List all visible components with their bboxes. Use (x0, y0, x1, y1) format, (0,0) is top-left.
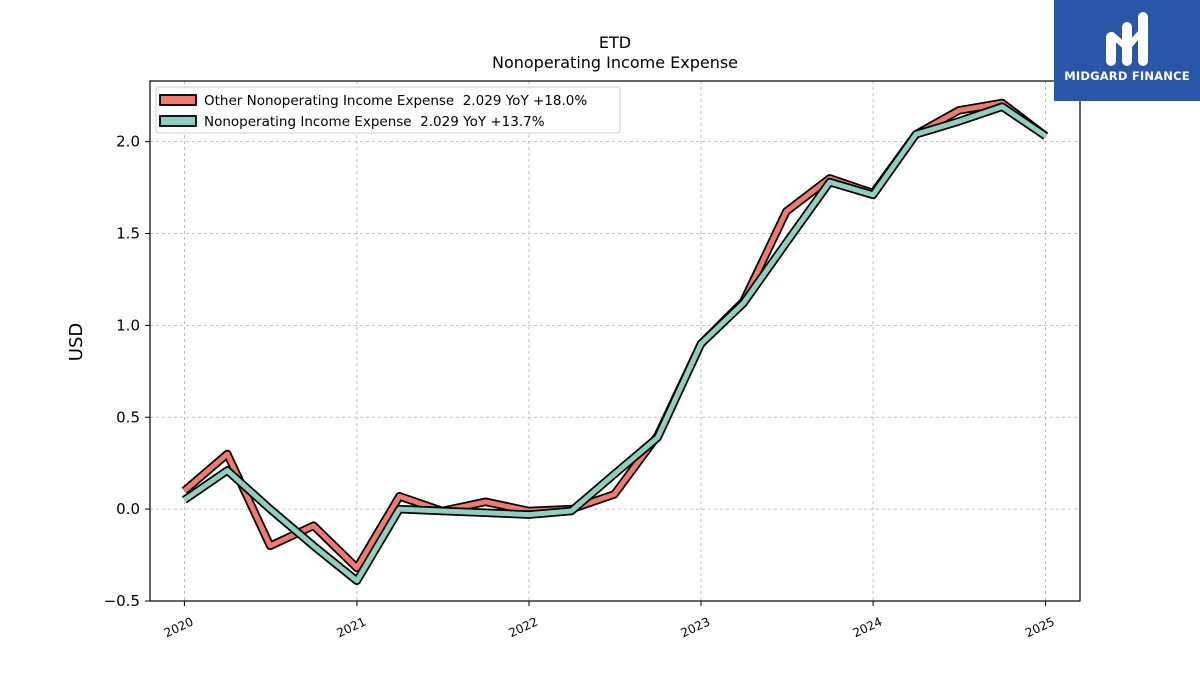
grid (150, 81, 1080, 602)
midgard-m-logo-icon (1106, 12, 1148, 66)
ticks: −0.5 0.0 0.5 1.0 1.5 2.0 2020 2021 2022 2023 2024 2… (104, 133, 1057, 641)
x-tick-label: 2021 (334, 615, 368, 641)
x-tick-label: 2024 (851, 615, 885, 641)
legend-label: Nonoperating Income Expense 2.029 YoY +1… (204, 114, 545, 130)
series-line-nonoperating-income-expense (182, 104, 1048, 584)
series-outline-nonoperating-income-expense (181, 102, 1048, 586)
x-tick-label: 2025 (1023, 615, 1057, 641)
y-tick-label: 0.0 (116, 500, 140, 518)
legend-swatch (159, 94, 197, 106)
plot-frame (149, 80, 1081, 602)
brand-name: MIDGARD FINANCE (1064, 69, 1190, 83)
y-tick-label: 0.5 (116, 408, 140, 426)
series-layer (181, 98, 1049, 586)
y-tick-label: −0.5 (104, 592, 140, 610)
y-tick-label: 2.0 (116, 133, 140, 151)
x-tick-label: 2022 (506, 615, 540, 641)
legend-box (155, 86, 621, 134)
legend-swatch (159, 115, 197, 127)
y-tick-label: 1.5 (116, 225, 140, 243)
y-tick-label: 1.0 (116, 316, 140, 334)
legend-label: Other Nonoperating Income Expense 2.029 … (204, 93, 587, 109)
chart-title: ETD (599, 33, 631, 52)
brand-logo: MIDGARD FINANCE (1054, 0, 1200, 101)
y-axis-label: USD (66, 323, 87, 361)
chart-subtitle: Nonoperating Income Expense (492, 53, 738, 72)
x-tick-label: 2020 (162, 615, 196, 641)
legend: Other Nonoperating Income Expense 2.029 … (155, 86, 621, 134)
x-tick-label: 2023 (679, 615, 713, 641)
series-outline-other-nonoperating-income-expense (181, 98, 1049, 573)
